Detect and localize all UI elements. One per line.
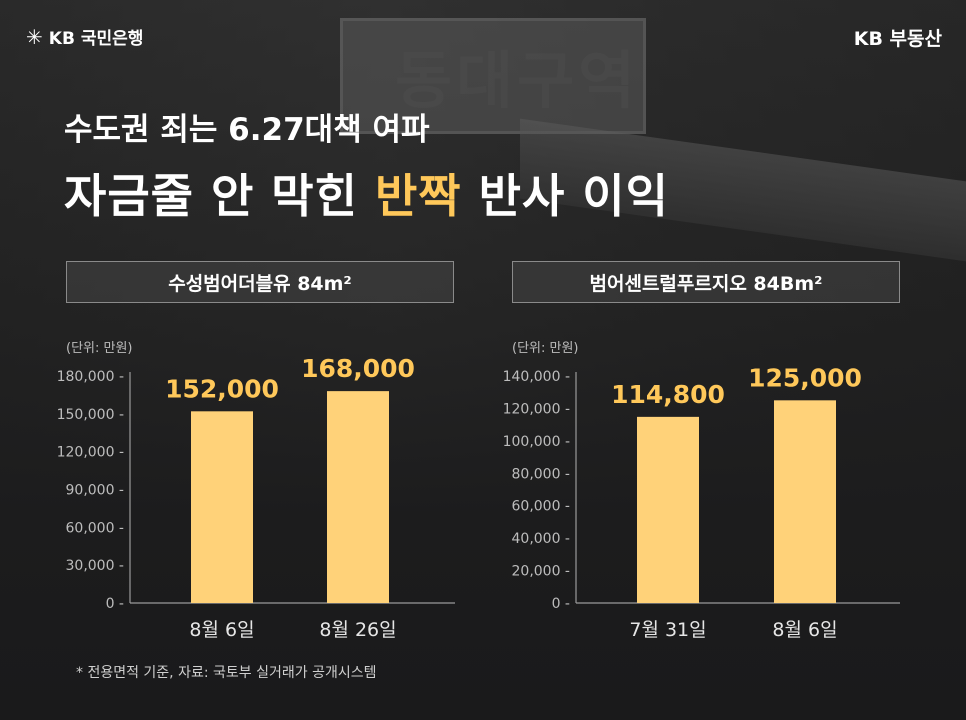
- kb-bank-logo: ✳ KB 국민은행: [26, 24, 144, 50]
- chart2-title-box: 범어센트럴푸르지오 84Bm²: [512, 261, 900, 303]
- chart1-ytick-label: 90,000 -: [66, 483, 125, 499]
- chart1-ytick-label: 120,000 -: [57, 445, 124, 461]
- chart1-title: 수성범어더블유 84m²: [168, 272, 352, 295]
- chart2-category-label: 8월 6일: [772, 619, 837, 641]
- chart2-bar: [774, 400, 836, 603]
- chart1-ytick-label: 180,000 -: [57, 369, 124, 385]
- chart1-ytick-label: 60,000 -: [66, 520, 125, 536]
- chart1-ytick-label: 30,000 -: [66, 558, 125, 574]
- chart1-ytick-label: 150,000 -: [57, 407, 124, 423]
- chart2-ytick-label: 20,000 -: [512, 564, 571, 580]
- headline-line2: 자금줄 안 막힌 반짝 반사 이익: [64, 160, 669, 226]
- headline-part2: 반사 이익: [461, 169, 669, 223]
- kb-star-icon: ✳: [26, 24, 43, 49]
- chart1-title-box: 수성범어더블유 84m²: [66, 261, 454, 303]
- chart2-value-label: 125,000: [748, 363, 862, 392]
- chart1-value-label: 168,000: [301, 354, 415, 383]
- footnote: * 전용면적 기준, 자료: 국토부 실거래가 공개시스템: [76, 665, 377, 681]
- chart2-unit-label: (단위: 만원): [512, 341, 579, 356]
- chart1-category-label: 8월 26일: [319, 619, 396, 641]
- chart2-value-label: 114,800: [611, 380, 725, 409]
- chart1-bar: [191, 411, 253, 603]
- headline-line1: 수도권 죄는 6.27대책 여파: [64, 112, 430, 148]
- chart2-ytick-label: 120,000 -: [503, 401, 570, 417]
- chart1-value-label: 152,000: [165, 374, 279, 403]
- chart2-ytick-label: 0 -: [552, 596, 570, 612]
- chart1-unit-label: (단위: 만원): [66, 341, 133, 356]
- kb-realestate-logo: KB 부동산: [853, 28, 942, 50]
- station-sign: 동대구역: [395, 44, 640, 117]
- chart1-bar: [327, 391, 389, 603]
- chart2-bar: [637, 416, 699, 603]
- chart2-ytick-label: 100,000 -: [503, 434, 570, 450]
- headline-accent: 반짝: [374, 169, 462, 223]
- kb-bank-label: KB 국민은행: [48, 29, 144, 49]
- chart1-ytick-label: 0 -: [106, 596, 124, 612]
- chart2-ytick-label: 140,000 -: [503, 369, 570, 385]
- station-building: [340, 18, 646, 134]
- chart2-category-label: 7월 31일: [629, 619, 706, 641]
- chart2-title: 범어센트럴푸르지오 84Bm²: [589, 272, 823, 295]
- chart2-ytick-label: 40,000 -: [512, 531, 571, 547]
- chart1-category-label: 8월 6일: [189, 619, 254, 641]
- headline-part1: 자금줄 안 막힌: [64, 169, 375, 223]
- chart2-ytick-label: 60,000 -: [512, 499, 571, 515]
- chart2-ytick-label: 80,000 -: [512, 466, 571, 482]
